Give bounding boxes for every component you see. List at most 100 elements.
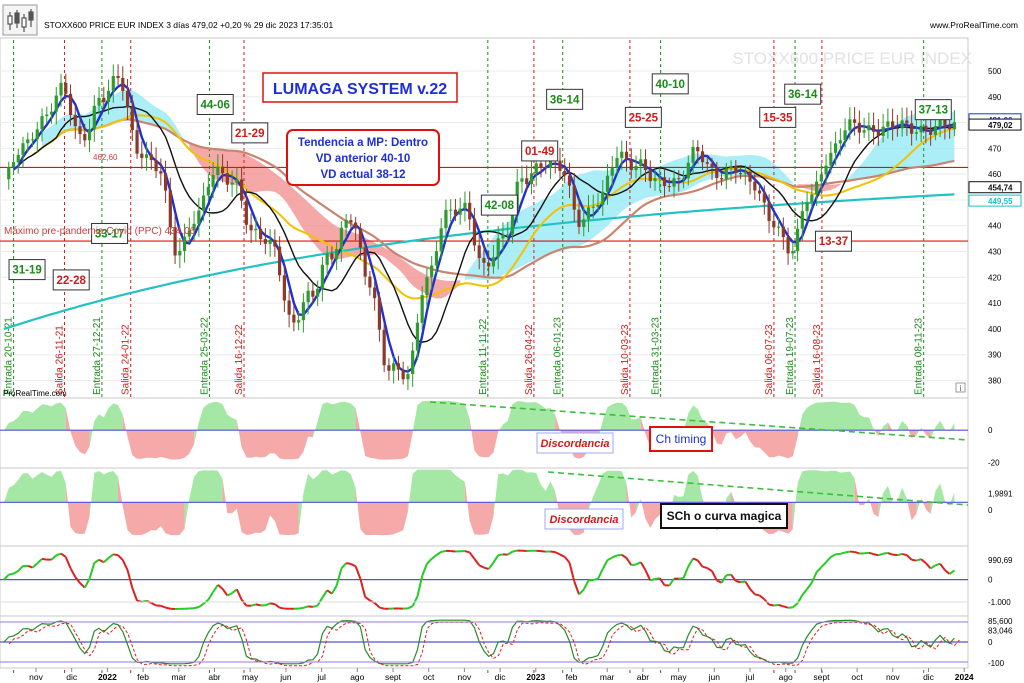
oscillator-trend-line bbox=[887, 552, 893, 556]
candle-body bbox=[814, 181, 819, 195]
oscillator-trend-line bbox=[935, 562, 941, 567]
count-label: 33-17 bbox=[95, 228, 124, 240]
oscillator-area-positive bbox=[4, 470, 66, 503]
candle-body bbox=[449, 209, 453, 211]
brand-link[interactable]: www.ProRealTime.com bbox=[929, 20, 1018, 30]
candle-body bbox=[420, 295, 424, 323]
candle-body bbox=[895, 127, 899, 129]
oscillator-trend-line bbox=[3, 574, 10, 581]
candle-body bbox=[339, 227, 343, 250]
candle-body bbox=[415, 322, 420, 351]
oscillator-trend-line bbox=[726, 573, 732, 577]
candle-body bbox=[225, 173, 229, 185]
candle-body bbox=[829, 152, 833, 166]
oscillator-trend-line bbox=[17, 565, 24, 572]
oscillator-trend-line bbox=[31, 562, 38, 569]
oscillator-trend-line bbox=[601, 559, 609, 570]
oscillator-trend-line bbox=[373, 602, 381, 609]
oscillator-tick-label: 0 bbox=[988, 576, 993, 585]
candle-body bbox=[54, 95, 58, 112]
count-label: 44-06 bbox=[200, 99, 229, 111]
oscillator-trend-line bbox=[264, 602, 271, 607]
candle-body bbox=[786, 237, 790, 254]
count-label: 37-13 bbox=[919, 105, 948, 117]
time-tick-label: nov bbox=[29, 672, 43, 682]
candle-body bbox=[838, 140, 842, 144]
price-axis[interactable]: 5004904804704604504404304204104003903804… bbox=[968, 67, 1022, 386]
oscillator-3: 990,69 0 -1.000 bbox=[0, 545, 1013, 617]
oscillator-trend-line bbox=[863, 551, 869, 555]
oscillator-trend-line bbox=[269, 602, 276, 606]
candle-body bbox=[320, 264, 324, 289]
signal-label: Entrada 19-07-23 bbox=[785, 317, 796, 395]
oscillator-trend-line bbox=[350, 562, 357, 568]
candle-body bbox=[230, 182, 234, 185]
oscillator-area-positive bbox=[864, 498, 869, 505]
candle-body bbox=[681, 178, 686, 180]
time-tick-label: dic bbox=[923, 672, 935, 682]
time-tick-label: ago bbox=[350, 672, 364, 682]
candle-body bbox=[26, 139, 30, 144]
oscillator-trend-line bbox=[830, 553, 837, 558]
oscillator-trend-line bbox=[607, 556, 613, 561]
count-label-box bbox=[759, 106, 797, 128]
candle-body bbox=[363, 247, 367, 277]
candle-body bbox=[106, 90, 111, 102]
candle-body bbox=[216, 166, 220, 175]
oscillator-trend-line bbox=[468, 551, 476, 560]
candle-body bbox=[349, 220, 353, 223]
oscillator-trend-line bbox=[711, 570, 718, 581]
candle-body bbox=[943, 119, 947, 127]
candle-body bbox=[534, 163, 538, 174]
candle-body bbox=[767, 202, 771, 222]
oscillator-area-negative bbox=[222, 479, 299, 535]
oscillator-trend-line bbox=[635, 561, 642, 566]
oscillator-trend-line bbox=[126, 569, 134, 589]
oscillator-trend-line bbox=[79, 582, 86, 589]
oscillator-trend-line bbox=[687, 557, 694, 567]
oscillator-trend-line bbox=[758, 594, 765, 601]
candle-body bbox=[453, 209, 458, 215]
count-label: 36-14 bbox=[550, 94, 580, 106]
oscillator-area-negative bbox=[854, 478, 865, 506]
candle-body bbox=[624, 151, 629, 159]
time-tick-label: abr bbox=[208, 672, 220, 682]
oscillator-trend-line bbox=[483, 566, 490, 571]
candle-body bbox=[30, 139, 35, 141]
oscillator-trend-line bbox=[364, 596, 371, 602]
oscillator-trend-line bbox=[720, 574, 728, 584]
oscillator-trend-line bbox=[639, 561, 647, 571]
candle-body bbox=[49, 111, 54, 115]
time-axis[interactable]: nov dic 2022 feb mar abr may jun jul ago sept oct no… bbox=[0, 667, 974, 682]
candle-body bbox=[824, 165, 828, 175]
price-badge-label: 479,02 bbox=[988, 121, 1013, 130]
oscillator-trend-line bbox=[41, 557, 47, 561]
info-icon[interactable] bbox=[955, 382, 966, 393]
count-label-box bbox=[231, 122, 269, 144]
candle-body bbox=[776, 226, 781, 228]
candle-body bbox=[582, 219, 586, 227]
oscillator-trend-line bbox=[226, 592, 233, 597]
count-label-box bbox=[546, 88, 584, 110]
oscillator-trend-line bbox=[69, 567, 77, 578]
price-badge bbox=[968, 118, 1022, 131]
candle-body bbox=[672, 178, 676, 187]
signal-label: Entrada 27-12-21 bbox=[92, 317, 103, 395]
candle-body bbox=[639, 159, 643, 167]
oscillator-trend-line bbox=[312, 604, 318, 608]
time-tick-label: jul bbox=[316, 672, 326, 682]
oscillator-trend-line bbox=[878, 552, 884, 557]
candle-body bbox=[83, 134, 87, 141]
oscillator-trend-line bbox=[573, 580, 580, 595]
price-tick-label: 500 bbox=[988, 67, 1002, 76]
candle-body bbox=[948, 126, 952, 130]
oscillator-area-negative bbox=[469, 419, 499, 458]
candle-body bbox=[97, 97, 101, 106]
oscillator-area-positive bbox=[598, 402, 641, 441]
oscillator-trend-line bbox=[716, 579, 722, 584]
candle-body bbox=[396, 363, 401, 370]
oscillator-trend-line bbox=[625, 557, 633, 566]
oscillator-trend-line bbox=[844, 550, 851, 554]
candle-body bbox=[677, 178, 681, 180]
candle-body bbox=[696, 146, 700, 152]
